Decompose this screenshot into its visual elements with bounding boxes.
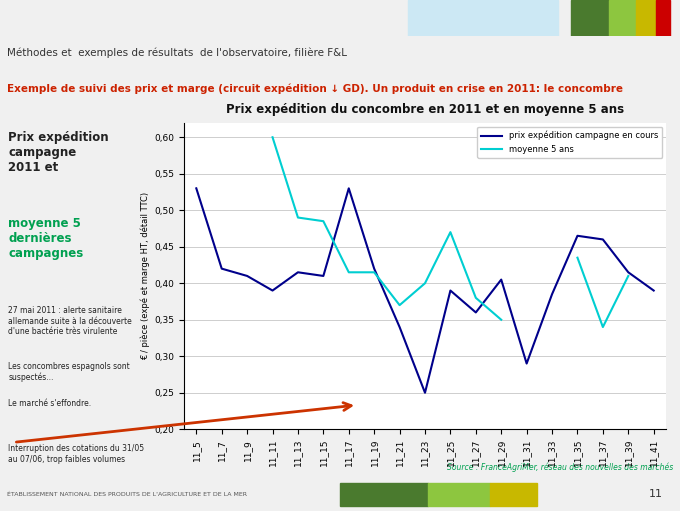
Text: Interruption des cotations du 31/05
au 07/06, trop faibles volumes: Interruption des cotations du 31/05 au 0… (8, 444, 144, 463)
Text: Source : FranceAgriMer, réseau des nouvelles des marchés: Source : FranceAgriMer, réseau des nouve… (447, 462, 673, 472)
Text: Prix expédition
campagne
2011 et: Prix expédition campagne 2011 et (8, 131, 109, 174)
Text: Le marché s'effondre.: Le marché s'effondre. (8, 400, 91, 408)
Bar (340, 483, 428, 506)
Bar (490, 483, 537, 506)
Text: ÉTABLISSEMENT NATIONAL DES PRODUITS DE L'AGRICULTURE ET DE LA MER: ÉTABLISSEMENT NATIONAL DES PRODUITS DE L… (7, 492, 247, 497)
Bar (428, 483, 490, 506)
Text: Exemple de suivi des prix et marge (circuit expédition ↓ GD). Un produit en cris: Exemple de suivi des prix et marge (circ… (7, 84, 623, 94)
Y-axis label: € / pièce (expé et marge HT, détail TTC): € / pièce (expé et marge HT, détail TTC) (140, 192, 150, 360)
Text: 27 mai 2011 : alerte sanitaire
allemande suite à la découverte
d'une bactérie tr: 27 mai 2011 : alerte sanitaire allemande… (8, 306, 132, 336)
Title: Prix expédition du concombre en 2011 et en moyenne 5 ans: Prix expédition du concombre en 2011 et … (226, 103, 624, 116)
Text: Méthodes et  exemples de résultats  de l'observatoire, filière F&L: Méthodes et exemples de résultats de l'o… (7, 48, 347, 58)
Text: moyenne 5
dernières
campagnes: moyenne 5 dernières campagnes (8, 217, 84, 260)
Bar (571, 0, 609, 36)
Bar (636, 0, 656, 36)
Bar (408, 0, 558, 36)
Bar (609, 0, 636, 36)
Text: Les concombres espagnols sont
suspectés...: Les concombres espagnols sont suspectés.… (8, 362, 130, 382)
Bar (656, 0, 670, 36)
Legend: prix expédition campagne en cours, moyenne 5 ans: prix expédition campagne en cours, moyen… (477, 127, 662, 158)
Text: 11: 11 (649, 490, 663, 499)
